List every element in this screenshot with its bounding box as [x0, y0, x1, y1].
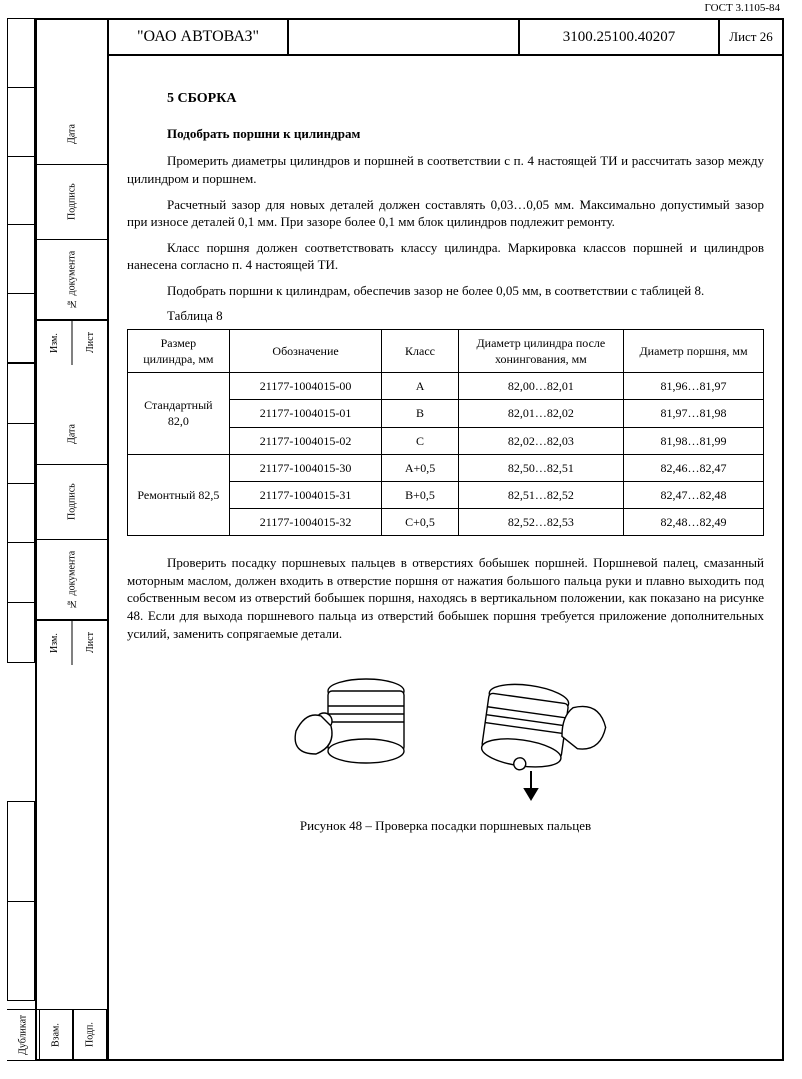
side-label-sign: Подпись [37, 165, 107, 240]
table-row: Ремонтный 82,521177-1004015-30A+0,582,50… [128, 454, 764, 481]
table-cell: A+0,5 [382, 454, 458, 481]
paragraph-2: Расчетный зазор для новых деталей должен… [127, 196, 764, 231]
table-cell: 81,98…81,99 [624, 427, 764, 454]
page-frame: Изм.Лист № документа Подпись Дата Изм.Ли… [35, 18, 784, 1061]
side-label-docno: № документа [37, 240, 107, 320]
doc-code: 3100.25100.40207 [520, 20, 720, 54]
org-name: "ОАО АВТОВАЗ" [109, 20, 289, 54]
paragraph-3: Класс поршня должен соответствовать клас… [127, 239, 764, 274]
section-title: 5 СБОРКА [167, 90, 764, 109]
side-label-date: Дата [37, 105, 107, 165]
title-mid-empty [289, 20, 520, 54]
table-cell: C [382, 427, 458, 454]
signature-strip: Дубликат Взам. Подп. [7, 1009, 107, 1061]
gost-standard-label: ГОСТ 3.1105-84 [705, 2, 780, 14]
content-area: 5 СБОРКА Подобрать поршни к цилиндрам Пр… [127, 72, 764, 1045]
table-cell: 21177-1004015-01 [229, 400, 382, 427]
table-header-cell: Обозначение [229, 329, 382, 372]
table-cell: 21177-1004015-30 [229, 454, 382, 481]
figure-48-illustration [256, 656, 636, 806]
table-cell: B [382, 400, 458, 427]
table-cell: 21177-1004015-32 [229, 509, 382, 536]
table-cell: A [382, 373, 458, 400]
figure-48: Рисунок 48 – Проверка посадки поршневых … [127, 656, 764, 834]
title-block: "ОАО АВТОВАЗ" 3100.25100.40207 Лист 26 [109, 20, 782, 56]
side-label-docno-2: № документа [37, 540, 107, 620]
table-8: Размер цилиндра, ммОбозначениеКлассДиаме… [127, 329, 764, 537]
table-caption: Таблица 8 [167, 307, 764, 325]
side-label-izm-2: Изм. [37, 621, 72, 665]
table-header-cell: Диаметр цилиндра после хонингования, мм [458, 329, 623, 372]
table-group-cell: Стандартный 82,0 [128, 373, 230, 455]
table-cell: 82,46…82,47 [624, 454, 764, 481]
table-cell: 81,96…81,97 [624, 373, 764, 400]
sig-podp: Подп. [73, 1009, 107, 1061]
table-cell: 82,50…82,51 [458, 454, 623, 481]
table-cell: 82,01…82,02 [458, 400, 623, 427]
table-cell: 82,51…82,52 [458, 481, 623, 508]
figure-caption: Рисунок 48 – Проверка посадки поршневых … [127, 817, 764, 835]
table-cell: C+0,5 [382, 509, 458, 536]
table-cell: 81,97…81,98 [624, 400, 764, 427]
side-label-list-2: Лист [72, 621, 108, 665]
side-label-izm: Изм. [37, 321, 72, 365]
table-row: Стандартный 82,021177-1004015-00A82,00…8… [128, 373, 764, 400]
sig-dublikat: Дубликат [7, 1009, 40, 1061]
paragraph-5: Проверить посадку поршневых пальцев в от… [127, 554, 764, 642]
paragraph-1: Промерить диаметры цилиндров и поршней в… [127, 152, 764, 187]
table-cell: 82,47…82,48 [624, 481, 764, 508]
table-header-cell: Класс [382, 329, 458, 372]
table-cell: 82,52…82,53 [458, 509, 623, 536]
side-label-sign-2: Подпись [37, 465, 107, 540]
section-subtitle: Подобрать поршни к цилиндрам [167, 125, 764, 143]
table-cell: B+0,5 [382, 481, 458, 508]
table-header-cell: Диаметр поршня, мм [624, 329, 764, 372]
table-cell: 21177-1004015-00 [229, 373, 382, 400]
table-header-cell: Размер цилиндра, мм [128, 329, 230, 372]
side-label-date-2: Дата [37, 405, 107, 465]
table-cell: 21177-1004015-02 [229, 427, 382, 454]
table-cell: 82,48…82,49 [624, 509, 764, 536]
paragraph-4: Подобрать поршни к цилиндрам, обеспечив … [127, 282, 764, 300]
table-cell: 21177-1004015-31 [229, 481, 382, 508]
table-cell: 82,02…82,03 [458, 427, 623, 454]
side-label-list: Лист [72, 321, 108, 365]
table-cell: 82,00…82,01 [458, 373, 623, 400]
sig-vzam: Взам. [40, 1009, 73, 1061]
table-group-cell: Ремонтный 82,5 [128, 454, 230, 536]
sheet-number: Лист 26 [720, 20, 782, 54]
sidebar-inner: Изм.Лист № документа Подпись Дата Изм.Ли… [37, 20, 109, 1059]
